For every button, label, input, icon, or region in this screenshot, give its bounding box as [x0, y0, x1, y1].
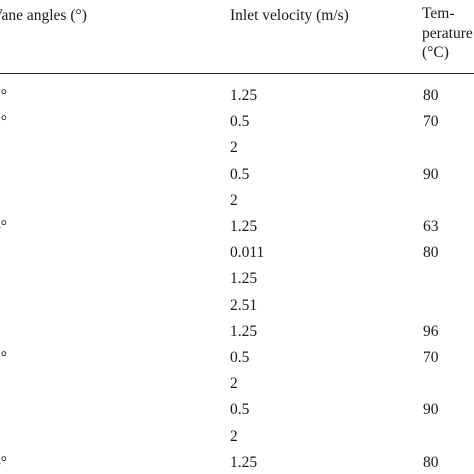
- cell-temperature: 70: [423, 349, 439, 366]
- column-header-temperature: Tem- perature (°C): [422, 4, 473, 63]
- cell-temperature: 90: [423, 401, 439, 418]
- column-header-vane-angles: Vane angles (°): [0, 7, 87, 24]
- cell-inlet-velocity: 0.5: [230, 349, 250, 366]
- cell-inlet-velocity: 2: [230, 192, 238, 209]
- cell-inlet-velocity: 0.5: [230, 401, 250, 418]
- cell-temperature: 80: [423, 87, 439, 104]
- cell-inlet-velocity: 0.5: [230, 113, 250, 130]
- cell-inlet-velocity: 1.25: [230, 218, 258, 235]
- cell-inlet-velocity: 2: [230, 139, 238, 156]
- cell-inlet-velocity: 0.5: [230, 166, 250, 183]
- cell-temperature: 63: [423, 218, 439, 235]
- cell-vane-angle: 7°: [0, 87, 7, 104]
- cell-temperature: 80: [423, 454, 439, 471]
- cell-temperature: 80: [423, 244, 439, 261]
- column-header-inlet-velocity: Inlet velocity (m/s): [230, 7, 349, 24]
- cell-vane-angle: 8°: [0, 349, 7, 366]
- cell-inlet-velocity: 2: [230, 375, 238, 392]
- cell-inlet-velocity: 1.25: [230, 323, 258, 340]
- cell-inlet-velocity: 0.011: [230, 244, 265, 261]
- cell-temperature: 96: [423, 323, 439, 340]
- header-rule: [0, 73, 474, 74]
- cell-vane-angle: 6°: [0, 218, 7, 235]
- cell-vane-angle: 5°: [0, 113, 7, 130]
- cell-temperature: 70: [423, 113, 439, 130]
- cell-inlet-velocity: 1.25: [230, 454, 258, 471]
- cell-inlet-velocity: 2.51: [230, 297, 258, 314]
- cell-temperature: 90: [423, 166, 439, 183]
- cell-inlet-velocity: 1.25: [230, 87, 258, 104]
- cell-inlet-velocity: 1.25: [230, 270, 258, 287]
- cell-vane-angle: 6°: [0, 454, 7, 471]
- column-header-temperature-line-2: perature: [422, 24, 473, 42]
- cell-inlet-velocity: 2: [230, 428, 238, 445]
- column-header-temperature-line-3: (°C): [422, 44, 449, 61]
- column-header-temperature-line-1: Tem-: [422, 5, 455, 22]
